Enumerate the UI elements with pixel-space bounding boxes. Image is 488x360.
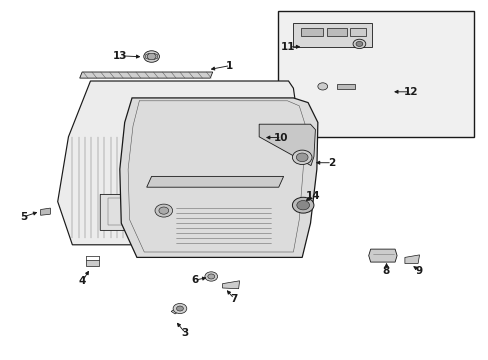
Polygon shape	[300, 28, 322, 36]
Polygon shape	[80, 72, 212, 78]
Polygon shape	[326, 28, 346, 36]
Bar	[277, 11, 473, 137]
Text: 14: 14	[305, 191, 320, 201]
Text: 2: 2	[327, 158, 334, 168]
Text: 11: 11	[281, 42, 295, 52]
Polygon shape	[146, 176, 283, 187]
Polygon shape	[145, 53, 149, 59]
Circle shape	[176, 306, 183, 311]
Text: 9: 9	[415, 266, 422, 276]
Circle shape	[296, 153, 307, 162]
Circle shape	[159, 207, 168, 214]
Text: 10: 10	[273, 132, 288, 143]
Circle shape	[355, 41, 362, 46]
Text: 7: 7	[229, 294, 237, 304]
Polygon shape	[404, 255, 419, 264]
Polygon shape	[349, 28, 365, 36]
Circle shape	[292, 150, 311, 165]
Polygon shape	[171, 307, 182, 314]
Circle shape	[203, 106, 246, 139]
Polygon shape	[58, 81, 298, 245]
Circle shape	[143, 51, 159, 62]
Circle shape	[147, 53, 156, 60]
Circle shape	[173, 303, 186, 314]
Circle shape	[204, 272, 217, 281]
Polygon shape	[337, 84, 354, 89]
Circle shape	[352, 39, 365, 49]
Circle shape	[238, 131, 260, 147]
Polygon shape	[120, 98, 317, 257]
Polygon shape	[368, 249, 396, 262]
Polygon shape	[100, 194, 200, 230]
Text: 12: 12	[403, 87, 417, 97]
Polygon shape	[85, 260, 99, 266]
Text: 4: 4	[78, 276, 86, 286]
Circle shape	[207, 274, 214, 279]
Polygon shape	[293, 23, 371, 47]
Polygon shape	[259, 124, 315, 166]
Circle shape	[296, 201, 309, 210]
Text: 1: 1	[226, 60, 233, 71]
Circle shape	[155, 204, 172, 217]
Text: 13: 13	[112, 51, 127, 61]
Text: 5: 5	[20, 212, 27, 222]
Circle shape	[211, 112, 238, 132]
Polygon shape	[41, 208, 50, 215]
Text: 6: 6	[191, 275, 198, 285]
Text: 8: 8	[382, 266, 389, 276]
Circle shape	[230, 125, 267, 152]
Circle shape	[292, 197, 313, 213]
Polygon shape	[154, 53, 157, 59]
Polygon shape	[222, 281, 239, 289]
Text: 3: 3	[181, 328, 188, 338]
Circle shape	[317, 83, 327, 90]
